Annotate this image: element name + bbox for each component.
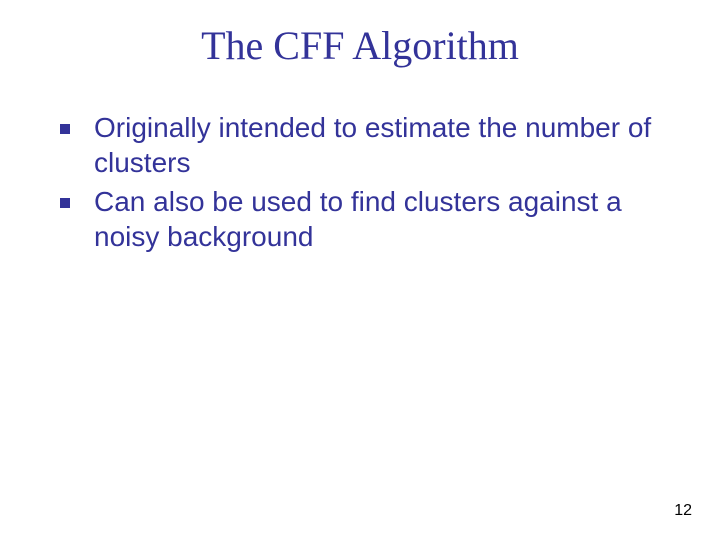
square-bullet-icon: [60, 198, 70, 208]
bullet-text: Can also be used to find clusters agains…: [94, 184, 670, 254]
list-item: Originally intended to estimate the numb…: [60, 110, 670, 180]
slide-title: The CFF Algorithm: [0, 22, 720, 69]
page-number: 12: [674, 502, 692, 520]
slide: The CFF Algorithm Originally intended to…: [0, 0, 720, 540]
list-item: Can also be used to find clusters agains…: [60, 184, 670, 254]
square-bullet-icon: [60, 124, 70, 134]
bullet-list: Originally intended to estimate the numb…: [60, 110, 670, 258]
bullet-text: Originally intended to estimate the numb…: [94, 110, 670, 180]
